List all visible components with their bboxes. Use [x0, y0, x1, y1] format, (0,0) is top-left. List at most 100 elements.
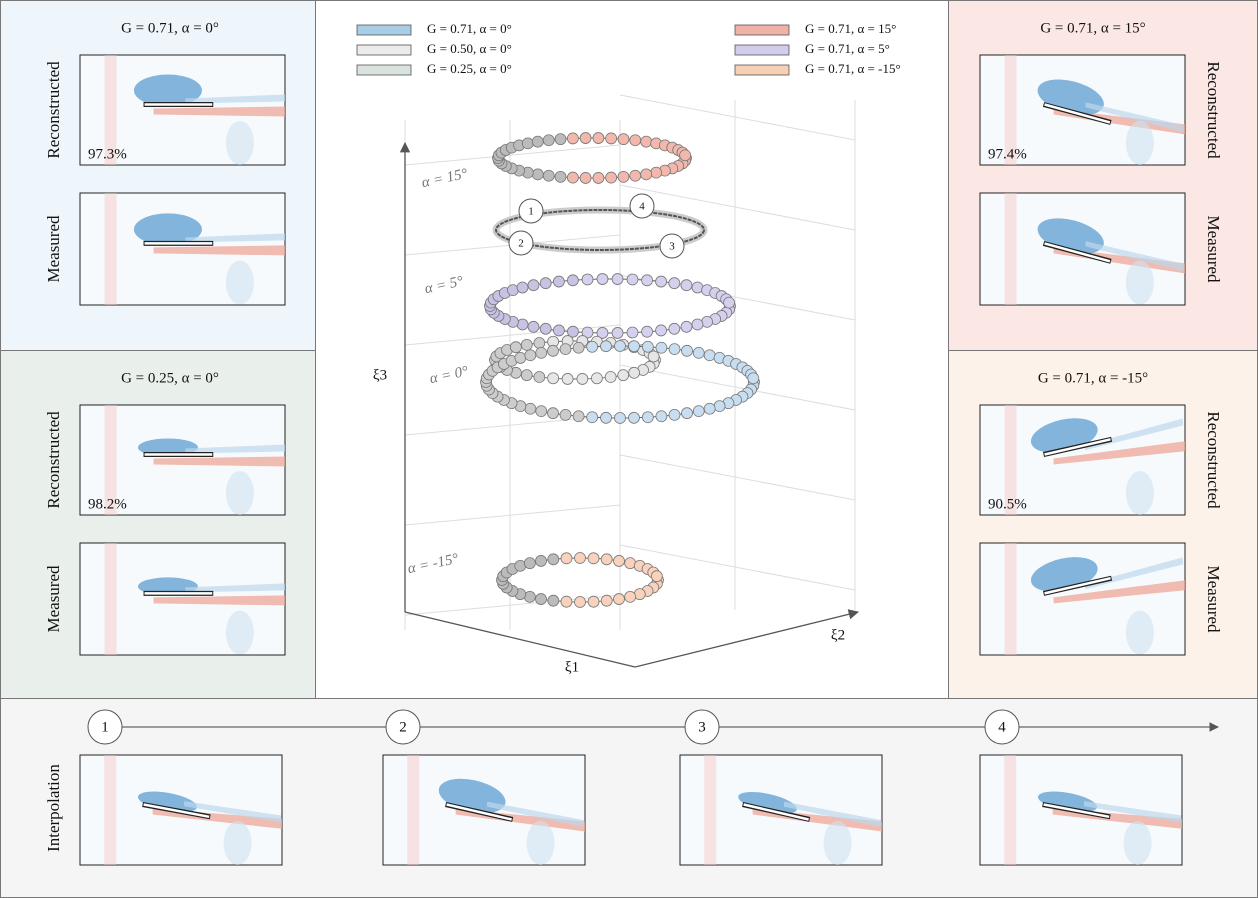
latent-point	[562, 373, 573, 384]
latent-point	[704, 350, 715, 361]
latent-point	[605, 372, 616, 383]
latent-point	[680, 150, 691, 161]
latent-point	[601, 595, 612, 606]
latent-point	[524, 558, 535, 569]
latent-point	[543, 135, 554, 146]
wake-vertical	[1005, 193, 1017, 305]
legend-swatch	[357, 25, 411, 35]
latent-point	[627, 327, 638, 338]
accuracy: 97.3%	[88, 146, 127, 162]
row-label: Measured	[44, 565, 63, 633]
latent-point	[692, 319, 703, 330]
latent-point	[669, 344, 680, 355]
latent-point	[536, 406, 547, 417]
latent-point	[525, 350, 536, 361]
latent-point	[548, 554, 559, 565]
legend-swatch	[357, 45, 411, 55]
latent-point	[577, 373, 588, 384]
legend-label: G = 0.71, α = 5°	[805, 41, 890, 56]
latent-point	[615, 341, 626, 352]
latent-point	[606, 172, 617, 183]
legend-swatch	[735, 45, 789, 55]
latent-point	[606, 133, 617, 144]
wake-vertical	[407, 755, 419, 865]
legend-swatch	[735, 65, 789, 75]
latent-point	[588, 596, 599, 607]
latent-point	[528, 321, 539, 332]
latent-point	[548, 373, 559, 384]
latent-point	[587, 412, 598, 423]
latent-point	[656, 325, 667, 336]
latent-point	[575, 553, 586, 564]
latent-point	[536, 347, 547, 358]
figure: G = 0.71, α = 0°97.3%ReconstructedMeasur…	[0, 0, 1258, 898]
latent-point	[525, 403, 536, 414]
latent-point	[748, 373, 759, 384]
latent-point	[521, 339, 532, 350]
latent-point	[669, 278, 680, 289]
marker-label: 1	[528, 206, 534, 218]
latent-point	[669, 409, 680, 420]
legend-swatch	[357, 65, 411, 75]
latent-point	[561, 553, 572, 564]
latent-point	[567, 275, 578, 286]
latent-point	[651, 571, 662, 582]
latent-point	[548, 345, 559, 356]
step-label: 2	[399, 719, 407, 735]
latent-point	[630, 135, 641, 146]
legend-swatch	[735, 25, 789, 35]
step-label: 1	[101, 719, 109, 735]
latent-point	[724, 297, 735, 308]
latent-point	[534, 337, 545, 348]
latent-point	[573, 342, 584, 353]
latent-point	[510, 342, 521, 353]
row-label: Reconstructed	[1204, 411, 1223, 509]
flow-image	[80, 543, 285, 655]
wake-faint	[527, 821, 555, 865]
wake-vertical	[704, 755, 716, 865]
flow-image	[980, 193, 1185, 305]
latent-point	[600, 412, 611, 423]
latent-point	[548, 408, 559, 419]
wake-faint	[226, 121, 254, 165]
latent-point	[560, 409, 571, 420]
latent-point	[682, 408, 693, 419]
panel-title: G = 0.71, α = 15°	[1040, 20, 1145, 36]
latent-point	[587, 341, 598, 352]
latent-point	[648, 351, 659, 362]
latent-point	[517, 282, 528, 293]
flow-image	[980, 755, 1182, 865]
row-label: Measured	[1204, 215, 1223, 283]
step-label: 3	[698, 719, 706, 735]
latent-point	[532, 169, 543, 180]
wake-faint	[1126, 261, 1154, 305]
latent-point	[629, 367, 640, 378]
latent-point	[642, 412, 653, 423]
marker-label: 3	[669, 241, 675, 253]
latent-point	[597, 274, 608, 285]
latent-point	[560, 344, 571, 355]
latent-point	[681, 280, 692, 291]
latent-point	[669, 323, 680, 334]
row-label: Reconstructed	[1204, 61, 1223, 159]
marker-label: 4	[639, 201, 645, 213]
latent-point	[555, 171, 566, 182]
latent-point	[681, 321, 692, 332]
latent-point	[567, 172, 578, 183]
latent-point	[682, 345, 693, 356]
row-label: Measured	[1204, 565, 1223, 633]
wake-faint	[226, 471, 254, 515]
latent-point	[536, 555, 547, 566]
latent-point	[588, 553, 599, 564]
wake-vertical	[105, 193, 117, 305]
accuracy: 90.5%	[988, 496, 1027, 512]
latent-point	[540, 323, 551, 334]
latent-point	[553, 276, 564, 287]
latent-point	[642, 275, 653, 286]
latent-point	[600, 341, 611, 352]
latent-point	[714, 401, 725, 412]
latent-point	[614, 555, 625, 566]
latent-point	[575, 597, 586, 608]
wake-faint	[224, 821, 252, 865]
latent-point	[582, 274, 593, 285]
